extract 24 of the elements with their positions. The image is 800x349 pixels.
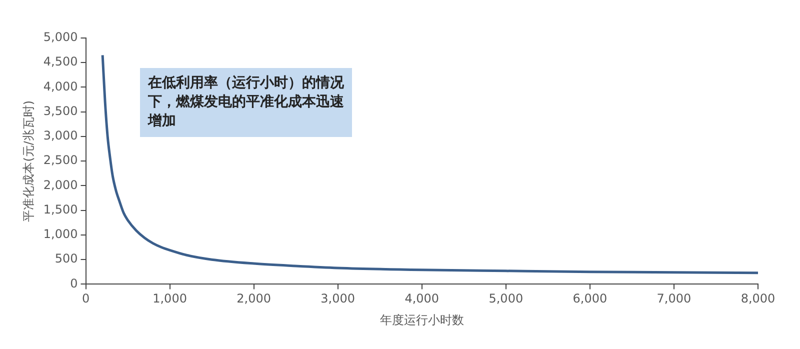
annotation: 在低利用率（运行小时）的情况下，燃煤发电的平准化成本迅速增加: [140, 68, 352, 137]
x-tick-label: 4,000: [404, 292, 440, 306]
x-tick-label: 0: [82, 292, 90, 306]
y-tick-label: 3,000: [43, 128, 78, 143]
x-tick-label: 3,000: [320, 292, 356, 306]
x-tick-label: 7,000: [656, 292, 692, 306]
y-tick-label: 3,500: [43, 104, 78, 118]
y-tick-label: 2,000: [43, 178, 78, 192]
x-tick-label: 8,000: [740, 292, 776, 306]
y-tick-label: 5,000: [43, 30, 78, 44]
x-tick-label: 5,000: [488, 292, 524, 306]
y-tick-label: 2,500: [43, 153, 78, 168]
x-axis-title: 年度运行小时数: [380, 312, 464, 327]
line-series: [101, 54, 758, 274]
x-tick-label: 1,000: [152, 292, 187, 306]
x-tick-label: 6,000: [572, 292, 608, 306]
y-axis-title: 平准化成本(元/兆瓦时): [21, 100, 36, 222]
y-tick-label: 500: [54, 252, 78, 266]
y-tick-label: 1,500: [43, 202, 78, 216]
x-tick-label: 2,000: [236, 292, 271, 306]
y-tick-label: 0: [70, 276, 78, 290]
y-tick-label: 1,000: [43, 227, 78, 242]
y-tick-label: 4,000: [43, 79, 78, 94]
y-tick-label: 4,500: [43, 54, 78, 69]
